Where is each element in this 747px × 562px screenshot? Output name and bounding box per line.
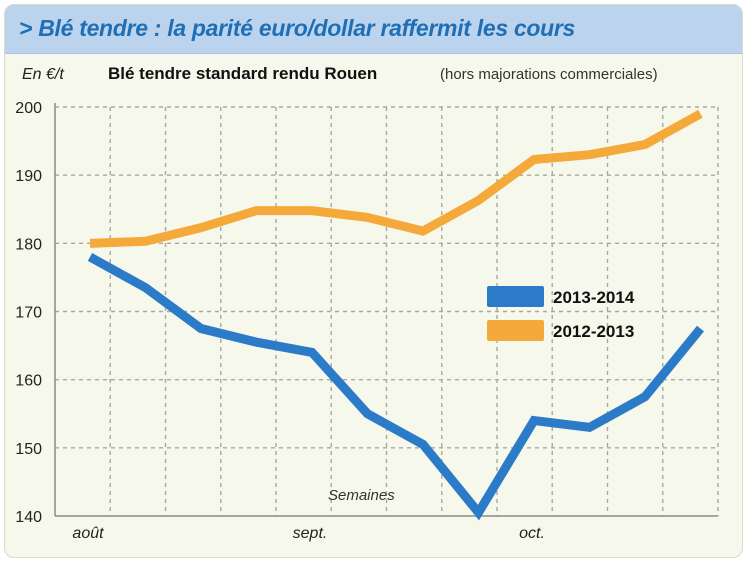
y-tick-label: 200 [15, 100, 42, 117]
x-axis-month-labels: août sept. oct. [72, 525, 544, 542]
chart-title: > Blé tendre : la parité euro/dollar raf… [19, 15, 576, 41]
y-axis-ticks: 140 150 160 170 180 190 200 [15, 100, 42, 526]
axes [54, 103, 718, 517]
legend-label: 2013-2014 [553, 288, 635, 307]
series-line-2012-2013 [89, 109, 703, 248]
x-month-label: août [72, 525, 104, 542]
y-tick-label: 180 [15, 236, 42, 253]
grid [55, 106, 719, 516]
legend-swatch [487, 320, 544, 341]
legend-swatch [487, 286, 544, 307]
series-lines [87, 109, 704, 521]
y-tick-label: 160 [15, 373, 42, 390]
series-line-2013-2014 [87, 253, 704, 521]
y-tick-label: 170 [15, 305, 42, 322]
y-tick-label: 150 [15, 441, 42, 458]
x-axis-label: Semaines [328, 487, 395, 504]
x-month-label: sept. [293, 525, 328, 542]
legend: 2013-2014 2012-2013 [487, 286, 635, 341]
chart-subtitle: Blé tendre standard rendu Rouen [108, 64, 377, 83]
y-tick-label: 190 [15, 168, 42, 185]
y-unit-label: En €/t [22, 66, 64, 83]
chart-subtitle-note: (hors majorations commerciales) [440, 66, 658, 83]
title-bar: > Blé tendre : la parité euro/dollar raf… [5, 5, 742, 54]
legend-label: 2012-2013 [553, 322, 634, 341]
x-month-label: oct. [519, 525, 545, 542]
y-tick-label: 140 [15, 509, 42, 526]
